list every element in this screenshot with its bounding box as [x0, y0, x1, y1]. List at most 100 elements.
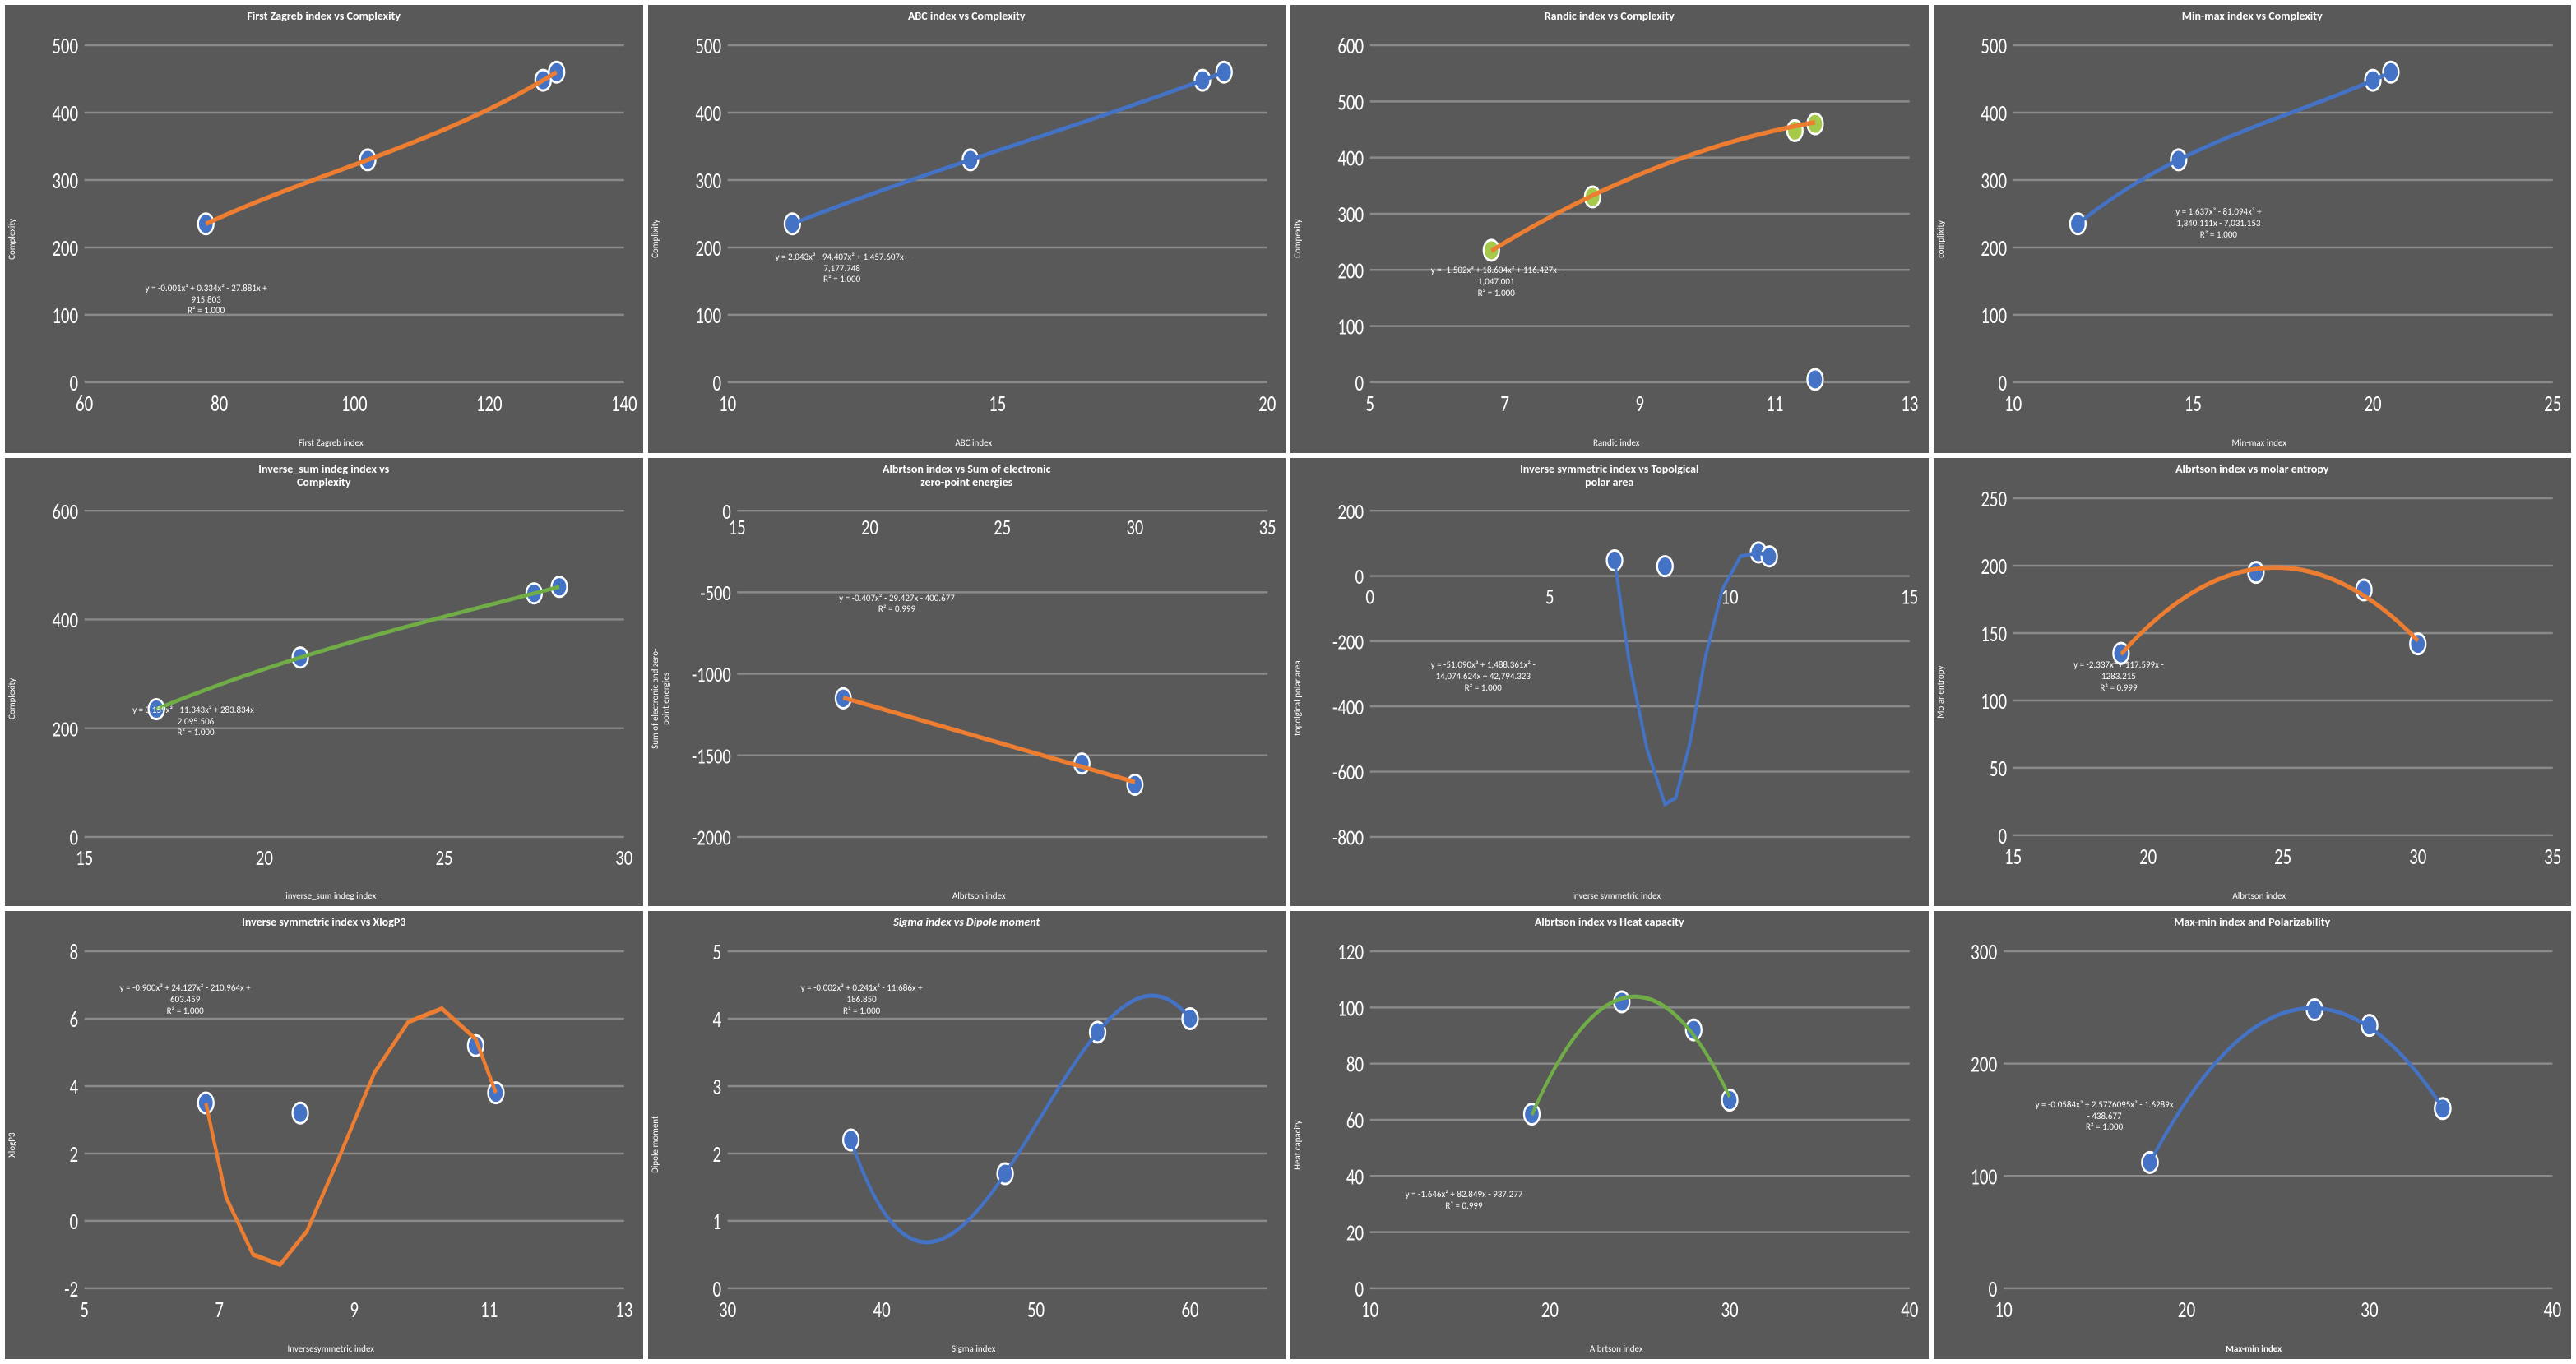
chart-title: ABC index vs Complexity — [648, 5, 1286, 25]
y-tick-label: 100 — [1981, 687, 2007, 715]
y-tick-label: 150 — [1981, 620, 2007, 648]
y-tick-label: 500 — [695, 32, 721, 60]
chart-title: First Zagreb index vs Complexity — [5, 5, 643, 25]
chart-grid: First Zagreb index vs Complexity Complexi… — [5, 5, 2571, 1359]
x-axis-label: inverse_sum indeg index — [19, 889, 643, 906]
data-point — [2248, 562, 2263, 583]
y-axis-label: Compexity — [1290, 25, 1304, 453]
x-tick-label: 100 — [341, 390, 368, 418]
y-axis-label — [1934, 931, 1937, 1359]
x-tick-label: 30 — [1721, 1296, 1738, 1324]
x-tick-label: 15 — [2184, 390, 2201, 418]
x-tick-label: 20 — [2364, 390, 2381, 418]
fit-curve — [2078, 72, 2391, 224]
fit-curve — [850, 996, 1189, 1242]
x-axis-label: Randic index — [1304, 436, 1929, 453]
data-point — [293, 1103, 308, 1123]
chart-title: Albrtson index vs molar entropy — [1934, 458, 2572, 478]
x-tick-label: 10 — [2004, 390, 2022, 418]
chart-c1: ABC index vs ComplexityComplixity0100200… — [648, 5, 1286, 453]
y-tick-label: -500 — [700, 580, 730, 607]
y-axis-label: Dipole moment — [648, 931, 662, 1359]
data-point — [198, 214, 214, 234]
y-tick-label: 500 — [1981, 32, 2007, 60]
x-tick-label: 60 — [76, 390, 93, 418]
y-tick-label: 300 — [52, 167, 78, 195]
y-tick-label: 300 — [1971, 938, 1997, 966]
plot-svg: -2000-1500-1000-50001520253035 — [673, 491, 1286, 889]
y-tick-label: 40 — [1346, 1163, 1364, 1191]
chart-c10: Albrtson index vs Heat capacityHeat capa… — [1290, 911, 1929, 1359]
x-axis-label: inverse symmetric index — [1304, 889, 1929, 906]
y-axis-label: Complexity — [5, 491, 19, 906]
x-axis-label: ABC index — [662, 436, 1286, 453]
y-tick-label: 8 — [69, 938, 78, 966]
y-tick-label: 2 — [712, 1140, 721, 1168]
y-tick-label: 300 — [1337, 201, 1364, 229]
y-tick-label: 400 — [695, 99, 721, 127]
x-tick-label: 13 — [1901, 390, 1918, 418]
y-tick-label: 200 — [1981, 234, 2007, 262]
x-tick-label: 15 — [2004, 843, 2022, 871]
x-tick-label: 20 — [861, 515, 878, 541]
x-tick-label: 25 — [435, 844, 452, 871]
chart-title: Min-max index vs Complexity — [1934, 5, 2572, 25]
data-point — [1127, 775, 1142, 795]
y-tick-label: -600 — [1332, 760, 1364, 786]
data-point — [549, 62, 564, 82]
fit-curve — [1531, 996, 1730, 1115]
data-point — [843, 1130, 859, 1150]
x-axis-label: Sigma index — [662, 1342, 1286, 1359]
x-tick-label: 15 — [728, 515, 745, 541]
y-tick-label: 600 — [1337, 32, 1364, 60]
plot-svg: 01234530405060 — [662, 931, 1286, 1342]
plot-svg: 010020030010203040 — [1937, 931, 2572, 1342]
y-tick-label: 100 — [1337, 313, 1364, 341]
x-tick-label: 15 — [1901, 584, 1918, 610]
x-tick-label: 10 — [719, 390, 736, 418]
y-tick-label: 4 — [69, 1073, 78, 1101]
x-tick-label: 35 — [1258, 515, 1276, 541]
y-tick-label: 400 — [52, 608, 78, 634]
fit-curve — [843, 698, 1135, 783]
y-axis-label: XlogP3 — [5, 931, 19, 1359]
x-tick-label: 5 — [80, 1296, 89, 1324]
y-tick-label: 200 — [1337, 257, 1364, 284]
plot-svg: -2024685791113 — [19, 931, 643, 1342]
y-axis-label: Heat capacity — [1290, 931, 1304, 1359]
x-axis-label: Albrtson index — [1948, 889, 2572, 906]
x-tick-label: 80 — [211, 390, 228, 418]
x-tick-label: 25 — [994, 515, 1011, 541]
x-tick-label: 140 — [611, 390, 637, 418]
chart-title: Sigma index vs Dipole moment — [648, 911, 1286, 931]
chart-c4: Inverse_sum indeg index vsComplexityComp… — [5, 458, 643, 906]
chart-c9: Sigma index vs Dipole momentDipole momen… — [648, 911, 1286, 1359]
plot-svg: 01002003004005006080100120140 — [19, 25, 643, 436]
x-tick-label: 35 — [2544, 843, 2561, 871]
fit-curve — [2120, 567, 2417, 654]
y-tick-label: 400 — [1981, 99, 2007, 127]
x-tick-label: 20 — [256, 844, 273, 871]
y-tick-label: 400 — [52, 99, 78, 127]
y-tick-label: 50 — [1989, 755, 2006, 783]
data-point — [1722, 1090, 1738, 1111]
x-tick-label: 25 — [2274, 843, 2291, 871]
y-tick-label: 200 — [1981, 553, 2007, 580]
y-tick-label: -800 — [1332, 825, 1364, 851]
chart-title: Albrtson index vs Heat capacity — [1290, 911, 1929, 931]
x-tick-label: 30 — [1126, 515, 1143, 541]
fit-curve — [156, 587, 559, 710]
chart-c0: First Zagreb index vs ComplexityComplexi… — [5, 5, 643, 453]
y-tick-label: 100 — [1337, 994, 1364, 1022]
y-tick-label: 100 — [695, 302, 721, 330]
y-tick-label: 0 — [1355, 369, 1364, 397]
y-tick-label: 100 — [1981, 302, 2007, 330]
y-tick-label: -200 — [1332, 629, 1364, 655]
y-tick-label: 100 — [52, 302, 78, 330]
x-tick-label: 11 — [480, 1296, 498, 1324]
x-tick-label: 7 — [215, 1296, 224, 1324]
x-tick-label: 5 — [1365, 390, 1374, 418]
plot-svg: 02040608010012010203040 — [1304, 931, 1929, 1342]
y-tick-label: 200 — [1337, 499, 1364, 525]
x-tick-label: 11 — [1766, 390, 1783, 418]
